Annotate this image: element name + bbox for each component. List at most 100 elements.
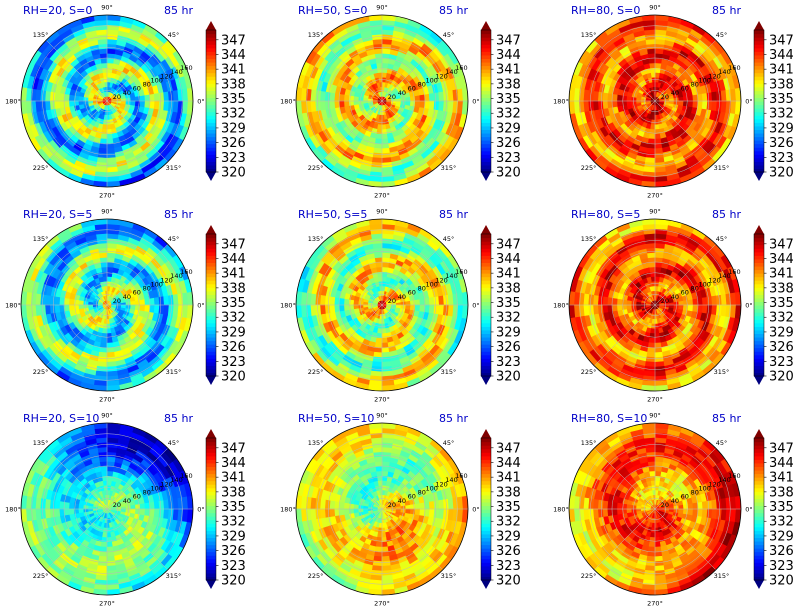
colorbar-segment (754, 65, 764, 70)
colorbar-segment (754, 164, 764, 170)
colorbar-segment (754, 118, 764, 123)
field-cell (368, 180, 383, 187)
colorbar-tick-label: 329 (769, 325, 793, 340)
field-cell (379, 314, 383, 320)
colorbar-segment (754, 108, 764, 113)
field-cell (374, 342, 383, 349)
colorbar-segment (754, 234, 764, 239)
field-cell (103, 114, 108, 121)
colorbar-segment (754, 326, 764, 331)
colorbar-segment (481, 86, 491, 91)
colorbar-segment (754, 86, 764, 91)
field-cell (654, 15, 669, 22)
colorbar-segment (754, 333, 764, 338)
field-cell (381, 261, 390, 268)
polar-panel: 0°45°90°135°180°225°270°315°204060801001… (5, 412, 246, 608)
field-cell (99, 342, 108, 349)
field-cell (338, 93, 345, 102)
angular-gridline (46, 100, 108, 162)
theta-tick-label: 225° (308, 164, 324, 172)
field-cell (381, 138, 390, 145)
panel-time-label: 85 hr (164, 208, 193, 221)
field-cell (106, 290, 110, 296)
field-cell (106, 266, 114, 273)
colorbar-segment (481, 122, 491, 127)
colorbar-segment (754, 129, 764, 134)
colorbar-tick-label: 341 (769, 63, 793, 78)
r-tick-label: 40 (398, 293, 406, 301)
colorbar-tick-label: 335 (496, 92, 521, 107)
field-cell (144, 297, 151, 306)
colorbar-tick-label: 326 (496, 136, 521, 151)
field-cell (376, 128, 383, 135)
colorbar-tick-label: 341 (221, 267, 246, 282)
field-cell (381, 275, 387, 282)
colorbar-segment (206, 132, 216, 138)
colorbar-segment (481, 315, 491, 320)
colorbar-segment (754, 33, 764, 38)
field-cell (77, 300, 84, 306)
field-cell (134, 100, 141, 107)
colorbar-segment (481, 164, 491, 170)
field-cell (687, 100, 694, 108)
field-cell (374, 261, 383, 268)
colorbar-segment (754, 58, 764, 63)
colorbar-tick-label: 338 (221, 77, 246, 92)
colorbar-segment (754, 125, 764, 130)
angular-gridline (381, 40, 443, 102)
field-cell (77, 96, 84, 102)
field-cell (649, 332, 656, 339)
angular-gridline (654, 100, 716, 162)
colorbar-segment (481, 90, 491, 95)
field-cell (395, 304, 402, 309)
panel-title: RH=20, S=5 (23, 208, 92, 221)
colorbar-segment (481, 69, 491, 74)
field-cell (381, 266, 389, 273)
theta-tick-label: 270° (647, 396, 663, 404)
field-cell (130, 100, 137, 106)
colorbar-tick-label: 326 (496, 340, 521, 355)
colorbar-tick-label: 347 (221, 237, 246, 252)
colorbar-segment (481, 280, 491, 285)
colorbar-tick-label: 323 (221, 355, 246, 370)
field-cell (73, 299, 80, 306)
field-cell (650, 328, 656, 335)
r-tick-label: 40 (671, 89, 679, 97)
colorbar-segment (206, 308, 216, 313)
colorbar-segment (206, 168, 216, 173)
colorbar-segment (206, 333, 216, 338)
field-cell (664, 304, 670, 308)
panel-title: RH=80, S=5 (571, 208, 640, 221)
field-cell (668, 100, 675, 105)
colorbar-segment (754, 44, 764, 49)
field-cell (419, 297, 426, 306)
colorbar-tick-label: 347 (496, 33, 521, 48)
colorbar-tick-label: 326 (769, 136, 793, 151)
colorbar-tick-label: 338 (496, 77, 521, 92)
colorbar-tick-label: 344 (769, 252, 793, 267)
field-cell (106, 15, 121, 22)
colorbar-segment (206, 365, 216, 370)
colorbar-segment (206, 150, 216, 155)
colorbar-segment (206, 368, 216, 374)
panel-title: RH=20, S=0 (23, 4, 92, 17)
field-cell (654, 67, 661, 74)
theta-tick-label: 180° (553, 302, 569, 310)
colorbar-tick-label: 335 (769, 296, 793, 311)
colorbar-segment (754, 61, 764, 67)
colorbar-segment (481, 365, 491, 370)
panel-time-label: 85 hr (439, 4, 468, 17)
theta-tick-label: 225° (33, 368, 49, 376)
theta-tick-label: 90° (376, 4, 388, 12)
colorbar-segment (206, 143, 216, 148)
colorbar-segment (481, 273, 491, 278)
field-cell (664, 100, 670, 104)
field-cell (101, 128, 108, 135)
colorbar-segment (481, 322, 491, 327)
colorbar-segment (206, 294, 216, 299)
field-cell (106, 71, 112, 78)
colorbar-tick-label: 326 (769, 340, 793, 355)
colorbar-segment (206, 125, 216, 130)
